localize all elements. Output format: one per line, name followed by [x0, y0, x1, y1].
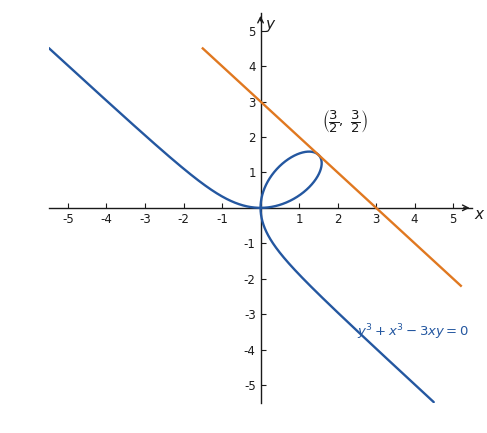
- Text: $x$: $x$: [474, 207, 486, 222]
- Text: $\left(\dfrac{3}{2},\ \dfrac{3}{2}\right)$: $\left(\dfrac{3}{2},\ \dfrac{3}{2}\right…: [322, 108, 368, 135]
- Text: $y^3+x^3-3xy=0$: $y^3+x^3-3xy=0$: [357, 322, 469, 342]
- Text: $y$: $y$: [265, 18, 277, 34]
